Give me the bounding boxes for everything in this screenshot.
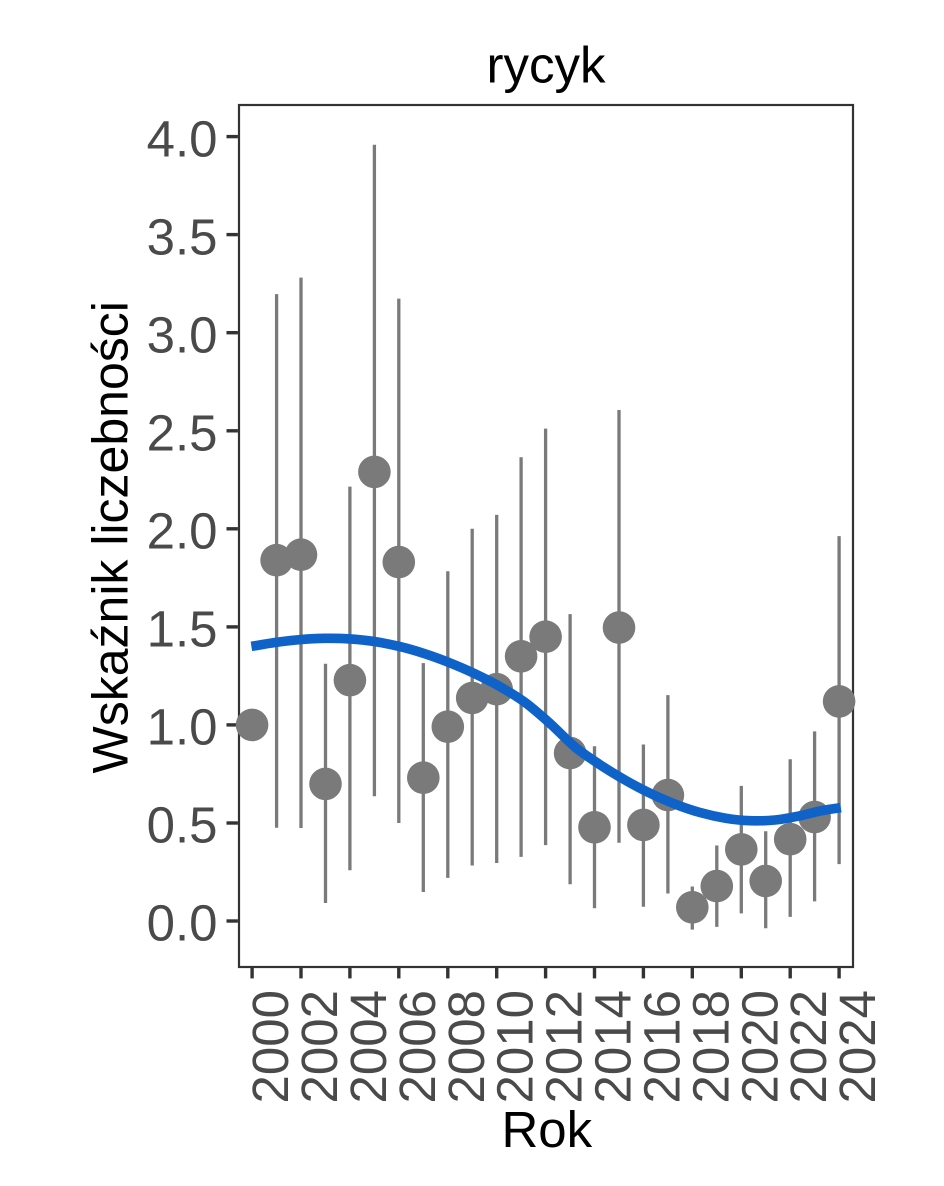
svg-text:2024: 2024 [829, 990, 886, 1103]
svg-text:0.5: 0.5 [147, 797, 218, 854]
svg-text:Rok: Rok [501, 1101, 592, 1158]
svg-text:2022: 2022 [780, 990, 837, 1103]
svg-text:2.5: 2.5 [147, 404, 218, 461]
svg-text:4.0: 4.0 [147, 110, 218, 167]
svg-text:2004: 2004 [340, 990, 397, 1103]
svg-text:2018: 2018 [682, 990, 739, 1103]
svg-text:Wskaźnik liczebności: Wskaźnik liczebności [83, 301, 139, 773]
svg-text:1.5: 1.5 [147, 601, 218, 658]
svg-text:3.0: 3.0 [147, 306, 218, 363]
svg-text:2012: 2012 [536, 990, 593, 1103]
svg-text:2016: 2016 [633, 990, 690, 1103]
svg-text:3.5: 3.5 [147, 208, 218, 265]
svg-text:2002: 2002 [291, 990, 348, 1103]
svg-text:2010: 2010 [487, 990, 544, 1103]
svg-text:2006: 2006 [389, 990, 446, 1103]
svg-text:rycyk: rycyk [487, 37, 606, 94]
svg-text:2.0: 2.0 [147, 503, 218, 560]
svg-text:0.0: 0.0 [147, 895, 218, 952]
svg-text:2014: 2014 [585, 990, 642, 1103]
svg-text:1.0: 1.0 [147, 699, 218, 756]
svg-text:2008: 2008 [438, 990, 495, 1103]
svg-text:2020: 2020 [731, 990, 788, 1103]
svg-text:2000: 2000 [242, 990, 299, 1103]
